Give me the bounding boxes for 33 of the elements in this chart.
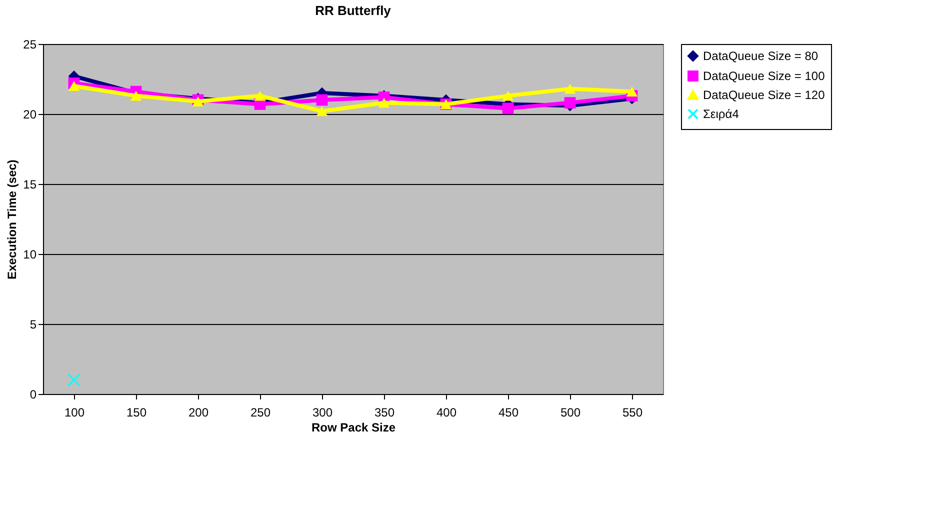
x-tick-label: 450 bbox=[498, 406, 519, 420]
y-tick-label: 5 bbox=[30, 318, 37, 332]
legend-label: DataQueue Size = 80 bbox=[703, 49, 818, 63]
point bbox=[316, 106, 328, 116]
x-tick-label: 500 bbox=[560, 406, 581, 420]
x-tick-label: 350 bbox=[374, 406, 395, 420]
y-axis-title: Execution Time (sec) bbox=[5, 160, 20, 280]
point bbox=[378, 98, 390, 108]
x-tick-label: 300 bbox=[312, 406, 333, 420]
x-tick-label: 200 bbox=[188, 406, 209, 420]
x-tick-label: 100 bbox=[64, 406, 85, 420]
x-tick-label: 150 bbox=[126, 406, 147, 420]
point bbox=[316, 94, 328, 106]
chart-title: RR Butterfly bbox=[315, 3, 392, 18]
point bbox=[502, 102, 514, 114]
point bbox=[130, 90, 142, 101]
point bbox=[68, 81, 80, 91]
point bbox=[502, 90, 514, 101]
y-tick-label: 20 bbox=[23, 108, 37, 122]
legend-label: DataQueue Size = 100 bbox=[703, 69, 826, 83]
legend-label: Σειρά4 bbox=[703, 107, 740, 121]
y-tick-label: 15 bbox=[23, 178, 37, 192]
point bbox=[564, 84, 576, 94]
x-axis-title: Row Pack Size bbox=[311, 420, 396, 434]
x-tick-label: 250 bbox=[250, 406, 271, 420]
point bbox=[68, 374, 80, 386]
point bbox=[254, 90, 266, 101]
y-tick-label: 0 bbox=[30, 388, 37, 402]
x-tick-label: 400 bbox=[436, 406, 457, 420]
legend-label: DataQueue Size = 120 bbox=[703, 88, 826, 102]
y-tick-label: 10 bbox=[23, 248, 37, 262]
y-tick-label: 25 bbox=[23, 38, 37, 52]
x-tick-label: 550 bbox=[622, 406, 643, 420]
